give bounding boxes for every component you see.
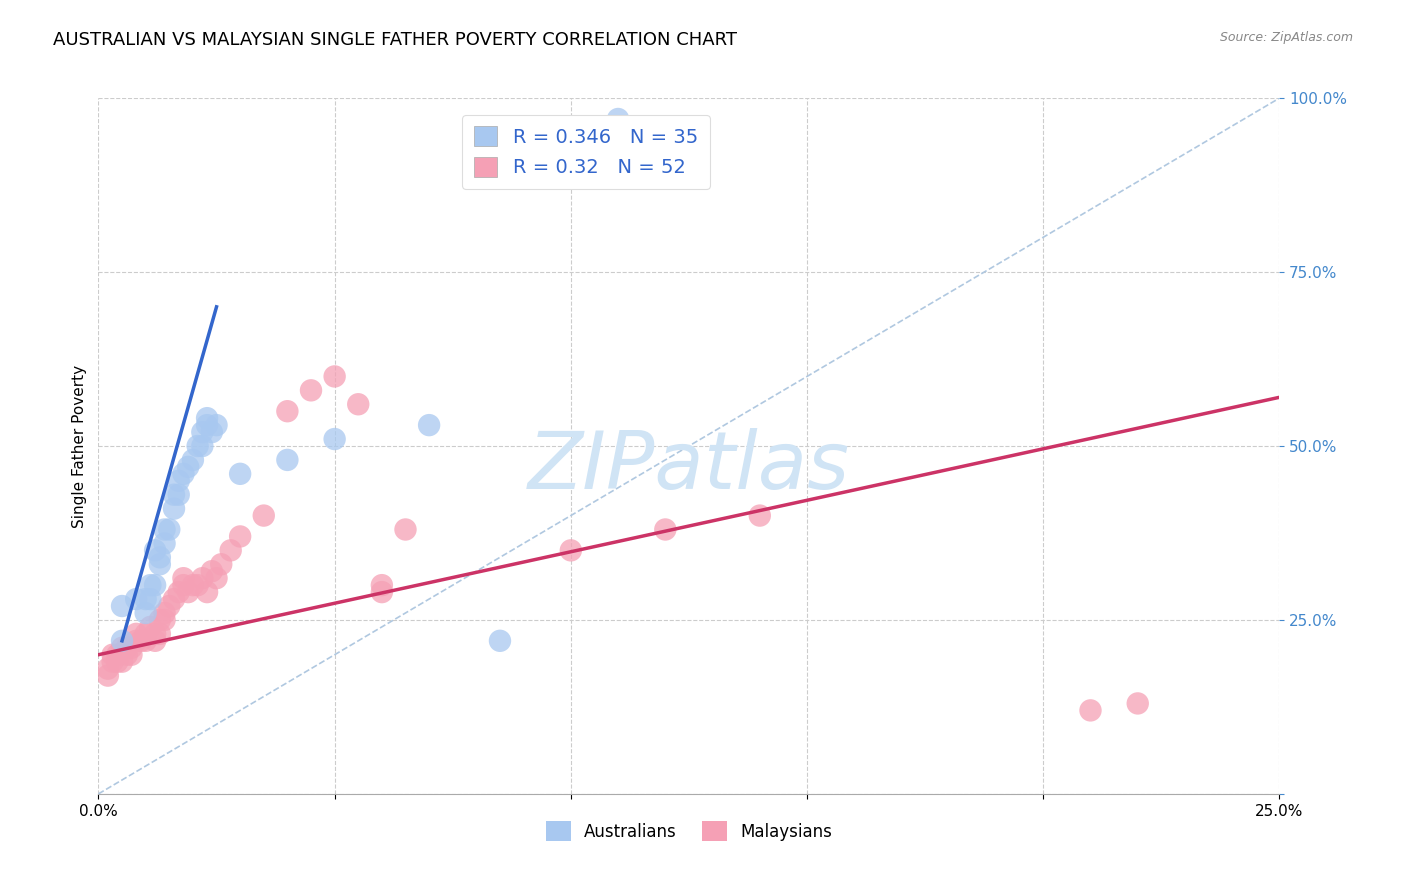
Point (195, 411, 218, 425)
Point (139, 578, 162, 592)
Point (115, 640, 138, 655)
Point (167, 474, 190, 488)
Point (111, 633, 134, 648)
Point (172, 578, 194, 592)
Point (167, 488, 190, 502)
Point (163, 488, 186, 502)
Point (101, 648, 124, 662)
Point (172, 467, 194, 481)
Point (607, 126, 630, 140)
Point (229, 529, 252, 543)
Point (187, 439, 209, 453)
Point (143, 633, 166, 648)
Point (149, 550, 172, 565)
Point (181, 578, 204, 592)
Point (139, 592, 162, 607)
Point (418, 418, 440, 433)
Point (560, 543, 582, 558)
Point (219, 543, 242, 558)
Point (149, 558, 172, 572)
Point (153, 536, 176, 550)
Point (195, 418, 218, 433)
Point (195, 585, 218, 599)
Point (229, 467, 252, 481)
Point (149, 613, 172, 627)
Point (323, 369, 346, 384)
Point (347, 397, 370, 411)
Point (111, 599, 134, 613)
Text: Source: ZipAtlas.com: Source: ZipAtlas.com (1219, 31, 1353, 45)
Point (191, 425, 214, 439)
Point (371, 585, 394, 599)
Point (323, 432, 346, 446)
Point (111, 640, 134, 655)
Point (143, 578, 166, 592)
Point (191, 439, 214, 453)
Text: AUSTRALIAN VS MALAYSIAN SINGLE FATHER POVERTY CORRELATION CHART: AUSTRALIAN VS MALAYSIAN SINGLE FATHER PO… (53, 31, 737, 49)
Point (135, 627, 157, 641)
Point (111, 655, 134, 669)
Text: ZIPatlas: ZIPatlas (527, 428, 851, 506)
Point (177, 585, 200, 599)
Point (187, 578, 209, 592)
Point (1126, 697, 1149, 711)
Point (157, 599, 180, 613)
Point (276, 404, 298, 418)
Point (163, 501, 186, 516)
Point (153, 613, 176, 627)
Point (748, 508, 770, 523)
Point (129, 633, 152, 648)
Point (299, 384, 322, 398)
Point (394, 523, 416, 537)
Point (149, 627, 172, 641)
Point (135, 633, 157, 648)
Point (125, 627, 148, 641)
Point (489, 633, 512, 648)
Point (205, 571, 228, 585)
Point (143, 543, 166, 558)
Point (172, 571, 194, 585)
Point (163, 592, 186, 607)
Point (209, 558, 232, 572)
Point (105, 648, 128, 662)
Point (1080, 703, 1102, 717)
Point (115, 648, 138, 662)
Point (181, 453, 204, 467)
Point (157, 523, 180, 537)
Point (167, 585, 190, 599)
Point (607, 112, 630, 126)
Point (201, 425, 224, 439)
Point (654, 523, 676, 537)
Point (177, 459, 200, 474)
Legend: Australians, Malaysians: Australians, Malaysians (538, 814, 839, 848)
Point (153, 606, 176, 620)
Point (191, 571, 214, 585)
Point (125, 592, 148, 607)
Point (121, 640, 143, 655)
Point (101, 655, 124, 669)
Point (153, 523, 176, 537)
Point (97, 662, 120, 676)
Point (135, 592, 157, 607)
Point (205, 418, 228, 433)
Point (371, 578, 394, 592)
Point (139, 620, 162, 634)
Point (276, 453, 298, 467)
Point (201, 564, 224, 578)
Point (121, 648, 143, 662)
Point (143, 627, 166, 641)
Point (105, 655, 128, 669)
Point (125, 633, 148, 648)
Point (135, 606, 157, 620)
Point (253, 508, 276, 523)
Y-axis label: Single Father Poverty: Single Father Poverty (72, 365, 87, 527)
Point (97, 668, 120, 682)
